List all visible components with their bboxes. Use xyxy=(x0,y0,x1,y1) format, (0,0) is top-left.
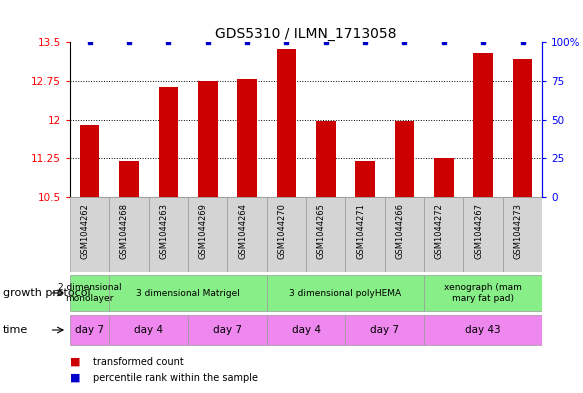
Bar xyxy=(316,121,336,197)
Text: day 4: day 4 xyxy=(134,325,163,335)
Bar xyxy=(473,53,493,197)
Bar xyxy=(355,161,375,197)
Bar xyxy=(395,121,415,197)
Bar xyxy=(110,275,267,311)
Bar xyxy=(512,59,532,197)
Bar xyxy=(424,197,463,272)
Bar xyxy=(119,161,139,197)
Text: GSM1044270: GSM1044270 xyxy=(278,203,286,259)
Text: GSM1044267: GSM1044267 xyxy=(474,203,483,259)
Text: GSM1044265: GSM1044265 xyxy=(317,203,326,259)
Bar xyxy=(70,315,109,345)
Text: time: time xyxy=(3,325,28,335)
Text: 3 dimensional Matrigel: 3 dimensional Matrigel xyxy=(136,288,240,298)
Bar xyxy=(188,197,227,272)
Text: ■: ■ xyxy=(70,373,80,383)
Text: GSM1044262: GSM1044262 xyxy=(80,203,90,259)
Text: day 43: day 43 xyxy=(465,325,501,335)
Bar xyxy=(188,315,267,345)
Bar xyxy=(503,197,542,272)
Bar xyxy=(110,315,188,345)
Bar xyxy=(70,197,109,272)
Text: GSM1044273: GSM1044273 xyxy=(514,203,522,259)
Text: percentile rank within the sample: percentile rank within the sample xyxy=(93,373,258,383)
Text: GSM1044272: GSM1044272 xyxy=(435,203,444,259)
Text: xenograph (mam
mary fat pad): xenograph (mam mary fat pad) xyxy=(444,283,522,303)
Bar xyxy=(463,197,503,272)
Bar xyxy=(424,275,542,311)
Bar xyxy=(345,197,385,272)
Bar xyxy=(385,197,424,272)
Bar xyxy=(227,197,267,272)
Title: GDS5310 / ILMN_1713058: GDS5310 / ILMN_1713058 xyxy=(215,27,397,41)
Text: day 4: day 4 xyxy=(292,325,321,335)
Bar xyxy=(70,275,109,311)
Bar xyxy=(237,79,257,197)
Text: GSM1044263: GSM1044263 xyxy=(159,203,168,259)
Bar xyxy=(424,315,542,345)
Text: GSM1044269: GSM1044269 xyxy=(199,203,208,259)
Text: GSM1044271: GSM1044271 xyxy=(356,203,365,259)
Text: 2 dimensional
monolayer: 2 dimensional monolayer xyxy=(58,283,121,303)
Text: GSM1044264: GSM1044264 xyxy=(238,203,247,259)
Bar xyxy=(110,197,149,272)
Bar xyxy=(159,87,178,197)
Bar xyxy=(267,315,345,345)
Bar xyxy=(276,49,296,197)
Text: day 7: day 7 xyxy=(370,325,399,335)
Text: day 7: day 7 xyxy=(213,325,242,335)
Text: GSM1044268: GSM1044268 xyxy=(120,203,129,259)
Text: 3 dimensional polyHEMA: 3 dimensional polyHEMA xyxy=(289,288,402,298)
Bar xyxy=(80,125,100,197)
Text: growth protocol: growth protocol xyxy=(3,288,90,298)
Bar xyxy=(306,197,346,272)
Bar xyxy=(434,158,454,197)
Text: transformed count: transformed count xyxy=(93,357,184,367)
Text: day 7: day 7 xyxy=(75,325,104,335)
Text: GSM1044266: GSM1044266 xyxy=(395,203,405,259)
Bar xyxy=(198,81,217,197)
Bar xyxy=(149,197,188,272)
Bar xyxy=(345,315,424,345)
Bar xyxy=(267,275,424,311)
Bar xyxy=(267,197,306,272)
Text: ■: ■ xyxy=(70,357,80,367)
